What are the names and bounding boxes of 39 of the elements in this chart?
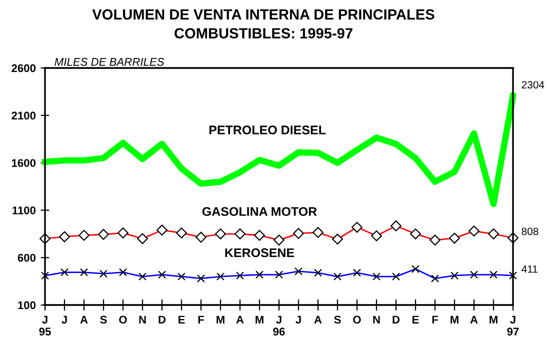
series-label: GASOLINA MOTOR	[202, 207, 317, 216]
x-tick-label: M	[216, 316, 224, 324]
data-label: 411	[522, 265, 538, 273]
x-tick-label: D	[392, 316, 400, 324]
x-tick-label: A	[236, 316, 244, 324]
x-tick-label: M	[450, 316, 458, 324]
x-tick-label: J	[62, 316, 67, 324]
x-tick-label: D	[158, 316, 166, 324]
x-tick-label: S	[334, 316, 341, 324]
y-tick-label: 600	[18, 254, 36, 262]
x-tick-label: A	[470, 316, 478, 324]
x-tick-label: F	[198, 316, 204, 324]
y-tick-label: 100	[18, 301, 36, 310]
series-label: PETROLEO DIESEL	[209, 126, 326, 134]
x-tick-label: N	[373, 316, 380, 324]
x-tick-label: A	[80, 316, 88, 324]
y-tick-label: 1100	[12, 206, 36, 214]
x-tick-label: J 96	[273, 316, 285, 336]
data-label: 2304	[522, 81, 544, 88]
x-tick-label: F	[432, 316, 438, 324]
y-axis-title: MILES DE BARRILES	[54, 58, 164, 66]
x-tick-label: O	[119, 316, 127, 324]
x-tick-label: J 97	[507, 316, 519, 336]
chart-title: VOLUMEN DE VENTA INTERNA DE PRINCIPALES COMBUSTIBLES: 1995-97	[92, 9, 434, 38]
data-label: 808	[522, 228, 538, 236]
y-tick-label: 1600	[12, 159, 36, 167]
x-tick-label: M	[256, 316, 264, 324]
x-tick-label: S	[100, 316, 107, 324]
series-label: KEROSENE	[225, 248, 294, 258]
y-tick-label: 2100	[12, 112, 36, 120]
x-tick-label: J 95	[39, 316, 51, 336]
x-tick-label: E	[178, 316, 185, 324]
x-tick-label: J	[296, 316, 301, 324]
x-tick-label: M	[490, 316, 498, 324]
x-tick-label: A	[314, 316, 322, 324]
x-tick-label: O	[353, 316, 361, 324]
x-tick-label: N	[139, 316, 146, 324]
x-tick-label: E	[412, 316, 419, 324]
y-tick-label: 2600	[12, 64, 36, 72]
